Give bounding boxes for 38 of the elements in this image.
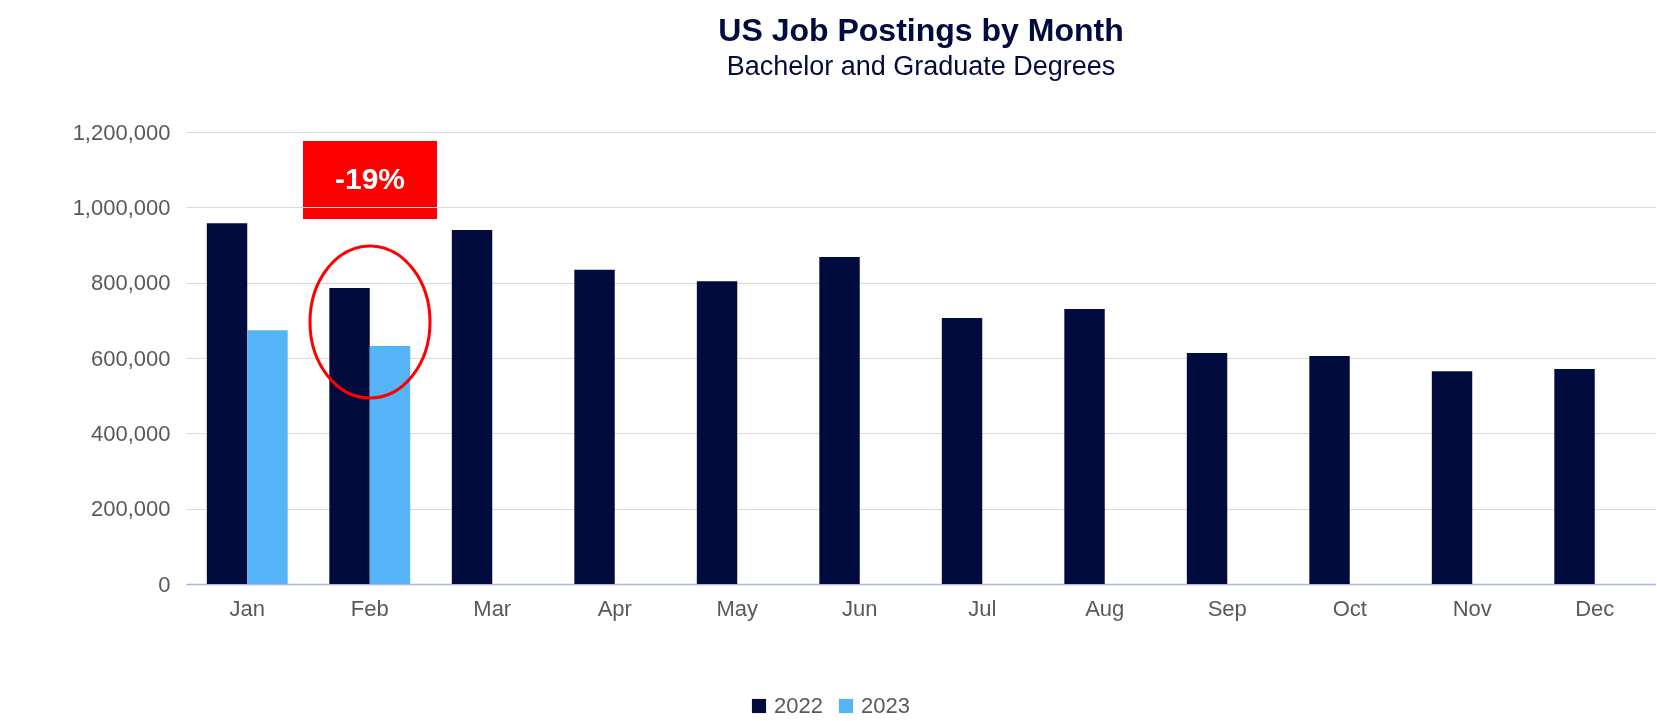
bar: [574, 269, 615, 584]
x-tick-label: Feb: [350, 595, 389, 621]
bar: [941, 318, 983, 584]
legend-label: 2023: [861, 693, 910, 718]
y-tick-label: 0: [158, 571, 171, 597]
bar: [369, 345, 411, 584]
legend-label: 2022: [774, 693, 823, 718]
y-tick-label: 200,000: [90, 496, 171, 522]
x-tick-label: Jan: [229, 595, 265, 621]
bar: [819, 257, 860, 584]
bar: [1186, 353, 1228, 584]
bar: [451, 229, 493, 584]
bar: [329, 287, 370, 584]
bar: [1064, 309, 1105, 584]
y-tick-label: 1,000,000: [72, 194, 171, 220]
bar: [1309, 356, 1350, 584]
x-tick-label: Jul: [968, 595, 997, 621]
bar: [206, 223, 248, 584]
bar: [1554, 368, 1595, 584]
bar: [247, 330, 288, 584]
y-tick-label: 400,000: [90, 420, 171, 446]
x-tick-label: Nov: [1452, 595, 1492, 621]
y-tick-label: 1,200,000: [72, 119, 171, 145]
y-tick-label: 800,000: [90, 270, 171, 296]
x-tick-label: Aug: [1085, 595, 1125, 621]
annotation: -19%: [334, 162, 406, 195]
x-tick-label: Sep: [1207, 595, 1247, 621]
x-tick-label: Apr: [597, 595, 632, 621]
x-tick-label: Mar: [473, 595, 512, 621]
x-tick-label: Oct: [1332, 595, 1367, 621]
x-tick-label: May: [716, 595, 759, 621]
bar: [1431, 371, 1473, 584]
x-tick-label: Jun: [842, 595, 878, 621]
chart-subtitle: Bachelor and Graduate Degrees: [726, 51, 1116, 81]
y-tick-label: 600,000: [90, 345, 171, 371]
x-tick-label: Dec: [1575, 595, 1615, 621]
bar: [696, 281, 738, 584]
chart-title: US Job Postings by Month: [718, 12, 1124, 48]
